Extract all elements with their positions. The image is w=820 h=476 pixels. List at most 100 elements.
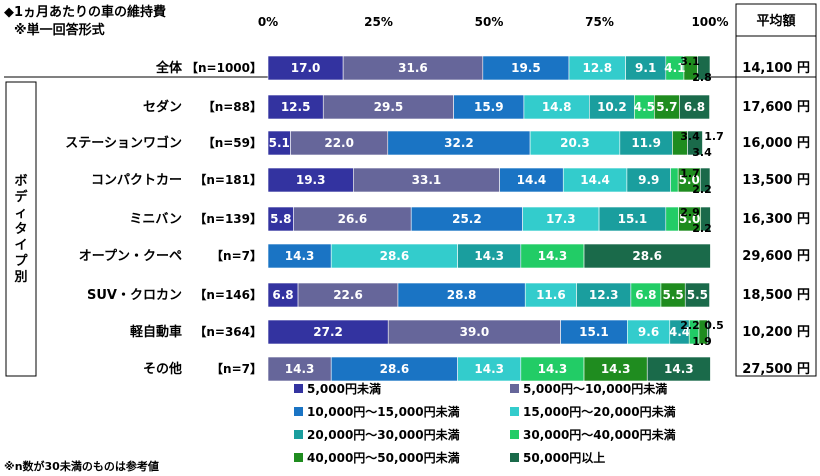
data-label: 22.0 — [324, 136, 354, 150]
legend-item: 5,000円～10,000円未満 — [510, 380, 667, 397]
data-label: 5.1 — [269, 136, 290, 150]
data-label: 12.8 — [582, 61, 612, 75]
legend-label: 10,000円～15,000円未満 — [307, 405, 460, 419]
legend-item: 20,000円～30,000円未満 — [294, 426, 460, 443]
bar-segment — [529, 130, 621, 156]
bar-segment — [267, 319, 389, 345]
data-label-small: 2.2 — [692, 183, 712, 196]
group-label-char: イ — [14, 238, 27, 253]
bar-segment — [457, 243, 522, 269]
data-label: 12.3 — [589, 288, 619, 302]
data-label: 28.6 — [632, 249, 662, 263]
legend-item: 50,000円以上 — [510, 449, 605, 466]
data-label: 14.3 — [285, 362, 315, 376]
data-label: 28.6 — [380, 362, 410, 376]
average-table-frame — [735, 3, 817, 377]
group-label-char: ボ — [14, 173, 27, 189]
data-label-small: 1.7 — [680, 167, 700, 180]
legend-label: 15,000円～20,000円未満 — [523, 405, 676, 419]
x-tick-label: 50% — [475, 15, 504, 29]
legend-item: 10,000円～15,000円未満 — [294, 403, 460, 420]
data-label: 11.6 — [536, 288, 566, 302]
x-tick-label: 100% — [691, 15, 728, 29]
bar-segment — [619, 130, 673, 156]
data-label: 15.1 — [618, 212, 648, 226]
average-value: 14,100 円 — [742, 61, 810, 76]
bar-segment — [290, 130, 389, 156]
data-label: 4.1 — [664, 61, 685, 75]
bar-segment — [499, 167, 564, 193]
bar-segment — [654, 94, 680, 120]
x-tick-label: 25% — [364, 15, 393, 29]
data-label-small: 2.9 — [680, 206, 700, 219]
data-label: 5.5 — [662, 288, 683, 302]
bar-segment — [679, 94, 710, 120]
category-label: セダン — [143, 99, 182, 115]
legend-label: 5,000円～10,000円未満 — [523, 382, 668, 396]
average-value: 18,500 円 — [742, 288, 810, 303]
legend-label: 40,000円～50,000円未満 — [307, 451, 460, 465]
bar-segment — [598, 206, 667, 232]
bar-segment — [583, 243, 711, 269]
bar-segment — [707, 319, 710, 345]
average-value: 27,500 円 — [742, 362, 810, 377]
data-label-small: 3.1 — [680, 55, 700, 68]
legend-item: 40,000円～50,000円未満 — [294, 449, 460, 466]
bar-segment — [267, 55, 344, 81]
data-label: 29.5 — [374, 100, 404, 114]
data-label: 32.2 — [444, 136, 474, 150]
bar-segment — [630, 282, 662, 308]
group-label-char: ィ — [14, 206, 27, 221]
legend-item: 5,000円未満 — [294, 380, 381, 397]
average-value: 16,000 円 — [742, 136, 810, 151]
data-label: 22.6 — [333, 288, 363, 302]
category-label: ミニバン — [129, 212, 182, 227]
bar-segment — [699, 167, 711, 193]
average-value: 29,600 円 — [742, 249, 810, 264]
bar-segment — [700, 206, 711, 232]
data-label: 14.3 — [474, 362, 504, 376]
data-label: 4.4 — [669, 325, 690, 339]
data-label: 5.0 — [679, 212, 700, 226]
group-label-char: プ — [14, 254, 28, 269]
bar-segment — [660, 282, 686, 308]
legend-item: 30,000円～40,000円未満 — [510, 426, 676, 443]
legend-swatch — [510, 430, 519, 439]
data-label-small: 2.8 — [692, 71, 712, 84]
bar-segment — [267, 206, 294, 232]
category-label: SUV・クロカン — [87, 288, 182, 303]
data-label: 12.5 — [281, 100, 311, 114]
bar-segment — [520, 356, 585, 382]
average-value: 13,500 円 — [742, 173, 810, 188]
bar-segment — [330, 243, 458, 269]
bar-segment — [353, 167, 500, 193]
category-n-label: 【n=7】 — [211, 361, 262, 376]
bar-segment — [523, 94, 590, 120]
data-label: 14.3 — [664, 362, 694, 376]
data-label: 6.8 — [635, 288, 656, 302]
bar-segment — [670, 167, 679, 193]
average-value: 17,600 円 — [742, 100, 810, 115]
data-label: 14.4 — [517, 173, 547, 187]
data-label: 15.9 — [474, 100, 504, 114]
bar-segment — [457, 356, 522, 382]
bar-segment — [410, 206, 523, 232]
data-label: 26.6 — [338, 212, 368, 226]
bar-segment — [453, 94, 525, 120]
legend-swatch — [294, 384, 303, 393]
data-label: 5.5 — [687, 288, 708, 302]
data-label: 14.3 — [285, 249, 315, 263]
bar-segment — [482, 55, 570, 81]
average-header: 平均額 — [756, 13, 795, 29]
data-label: 6.8 — [684, 100, 705, 114]
legend-label: 5,000円未満 — [307, 382, 381, 396]
category-label: ステーションワゴン — [65, 135, 182, 151]
data-label: 25.2 — [452, 212, 482, 226]
legend-item: 15,000円～20,000円未満 — [510, 403, 676, 420]
bar-segment — [626, 167, 671, 193]
data-label: 31.6 — [398, 61, 428, 75]
average-value: 16,300 円 — [742, 212, 810, 227]
data-label: 14.8 — [542, 100, 572, 114]
bar-segment — [665, 206, 679, 232]
data-label: 10.2 — [597, 100, 627, 114]
